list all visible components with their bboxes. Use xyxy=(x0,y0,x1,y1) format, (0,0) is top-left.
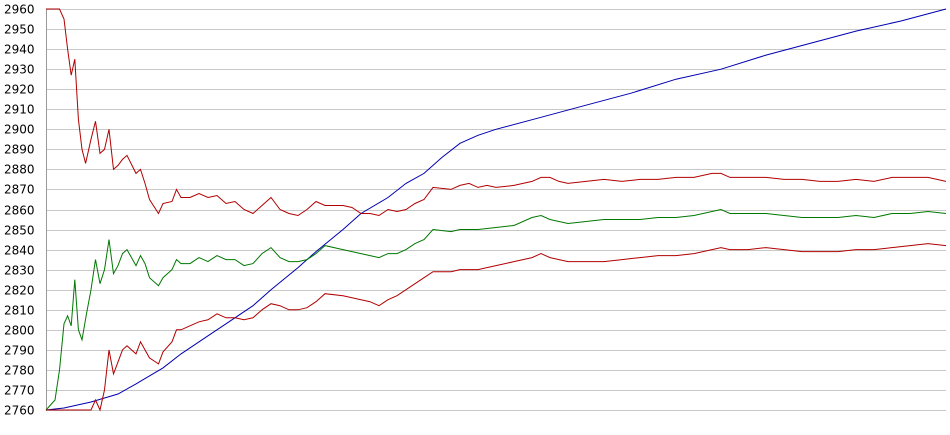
y-tick-label: 2780 xyxy=(4,364,35,378)
y-tick-label: 2880 xyxy=(4,163,35,177)
y-tick-label: 2870 xyxy=(4,183,35,197)
y-tick-label: 2860 xyxy=(4,204,35,218)
y-tick-label: 2760 xyxy=(4,404,35,418)
series-line-4 xyxy=(46,243,947,412)
y-tick-label: 2920 xyxy=(4,83,35,97)
y-tick-labels: 2760 2770 2780 2790 2800 2810 2820 2830 2840 2850… xyxy=(4,3,35,418)
y-tick-label: 2930 xyxy=(4,63,35,77)
gridlines xyxy=(46,9,946,411)
y-tick-label: 2810 xyxy=(4,304,35,318)
y-tick-label: 2950 xyxy=(4,23,35,37)
y-tick-label: 2850 xyxy=(4,224,35,238)
series-line-1 xyxy=(45,8,947,411)
series-lines xyxy=(45,8,947,412)
y-tick-label: 2770 xyxy=(4,384,35,398)
series-line-3 xyxy=(45,208,947,411)
y-tick-label: 2820 xyxy=(4,284,35,298)
y-tick-label: 2960 xyxy=(4,3,35,17)
y-tick-label: 2890 xyxy=(4,143,35,157)
y-tick-label: 2840 xyxy=(4,244,35,258)
y-tick-label: 2910 xyxy=(4,103,35,117)
y-tick-label: 2790 xyxy=(4,344,35,358)
y-tick-label: 2940 xyxy=(4,43,35,57)
series-line-2 xyxy=(46,8,947,217)
y-tick-label: 2900 xyxy=(4,123,35,137)
y-tick-label: 2830 xyxy=(4,264,35,278)
y-tick-label: 2800 xyxy=(4,324,35,338)
